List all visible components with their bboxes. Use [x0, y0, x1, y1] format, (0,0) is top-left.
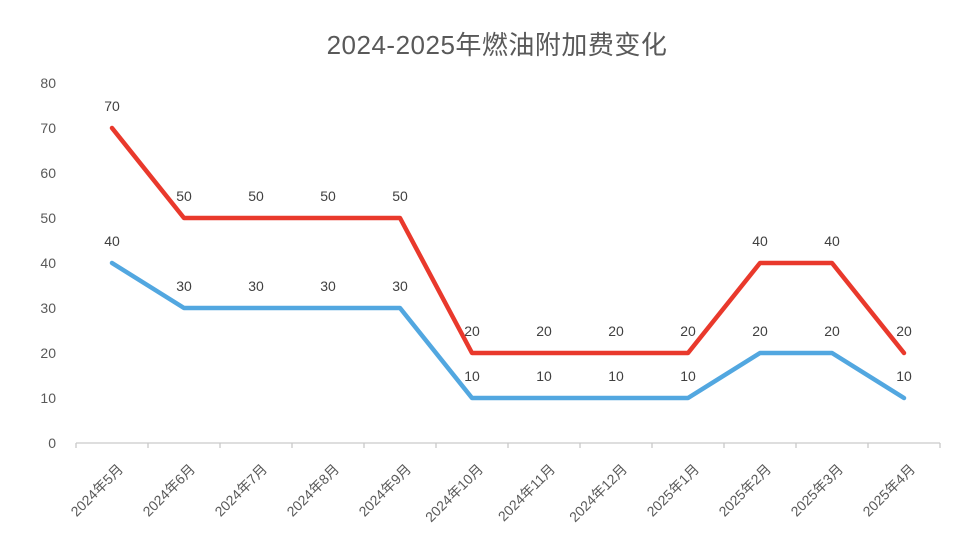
data-label-blue-series: 10 [536, 368, 552, 384]
data-label-red-series: 20 [680, 323, 696, 339]
x-axis-label: 2025年1月 [643, 461, 702, 520]
data-label-red-series: 50 [176, 188, 192, 204]
data-label-red-series: 20 [464, 323, 480, 339]
x-axis-label: 2025年4月 [859, 461, 918, 520]
data-label-blue-series: 30 [320, 278, 336, 294]
data-label-blue-series: 10 [608, 368, 624, 384]
data-label-blue-series: 20 [824, 323, 840, 339]
data-label-red-series: 40 [824, 233, 840, 249]
data-label-blue-series: 10 [896, 368, 912, 384]
series-line-red-series [109, 125, 907, 356]
y-axis-tick-label: 0 [48, 435, 56, 451]
y-axis-tick-label: 50 [40, 210, 56, 226]
data-label-red-series: 50 [392, 188, 408, 204]
data-label-red-series: 40 [752, 233, 768, 249]
data-label-red-series: 70 [104, 98, 120, 114]
x-axis-label: 2025年3月 [787, 461, 846, 520]
x-axis-label: 2024年10月 [422, 461, 486, 525]
x-axis-label: 2024年5月 [67, 461, 126, 520]
x-axis-label: 2024年9月 [355, 461, 414, 520]
data-label-red-series: 20 [536, 323, 552, 339]
series-line-blue-series [109, 260, 907, 401]
y-axis-tick-label: 80 [40, 75, 56, 91]
y-axis-tick-label: 40 [40, 255, 56, 271]
data-label-blue-series: 10 [680, 368, 696, 384]
y-axis-tick-label: 20 [40, 345, 56, 361]
y-axis-tick-label: 30 [40, 300, 56, 316]
data-label-blue-series: 20 [752, 323, 768, 339]
x-axis-label: 2024年7月 [211, 461, 270, 520]
y-axis-tick-label: 10 [40, 390, 56, 406]
x-axis-label: 2025年2月 [715, 461, 774, 520]
data-label-blue-series: 10 [464, 368, 480, 384]
data-label-blue-series: 40 [104, 233, 120, 249]
data-label-blue-series: 30 [248, 278, 264, 294]
data-label-red-series: 20 [608, 323, 624, 339]
x-axis-label: 2024年6月 [139, 461, 198, 520]
data-label-red-series: 50 [320, 188, 336, 204]
data-label-red-series: 50 [248, 188, 264, 204]
data-label-blue-series: 30 [392, 278, 408, 294]
x-axis-label: 2024年12月 [566, 461, 630, 525]
data-label-blue-series: 30 [176, 278, 192, 294]
data-label-red-series: 20 [896, 323, 912, 339]
y-axis-tick-label: 70 [40, 120, 56, 136]
x-axis-label: 2024年8月 [283, 461, 342, 520]
x-axis-label: 2024年11月 [495, 461, 558, 524]
y-axis-tick-label: 60 [40, 165, 56, 181]
